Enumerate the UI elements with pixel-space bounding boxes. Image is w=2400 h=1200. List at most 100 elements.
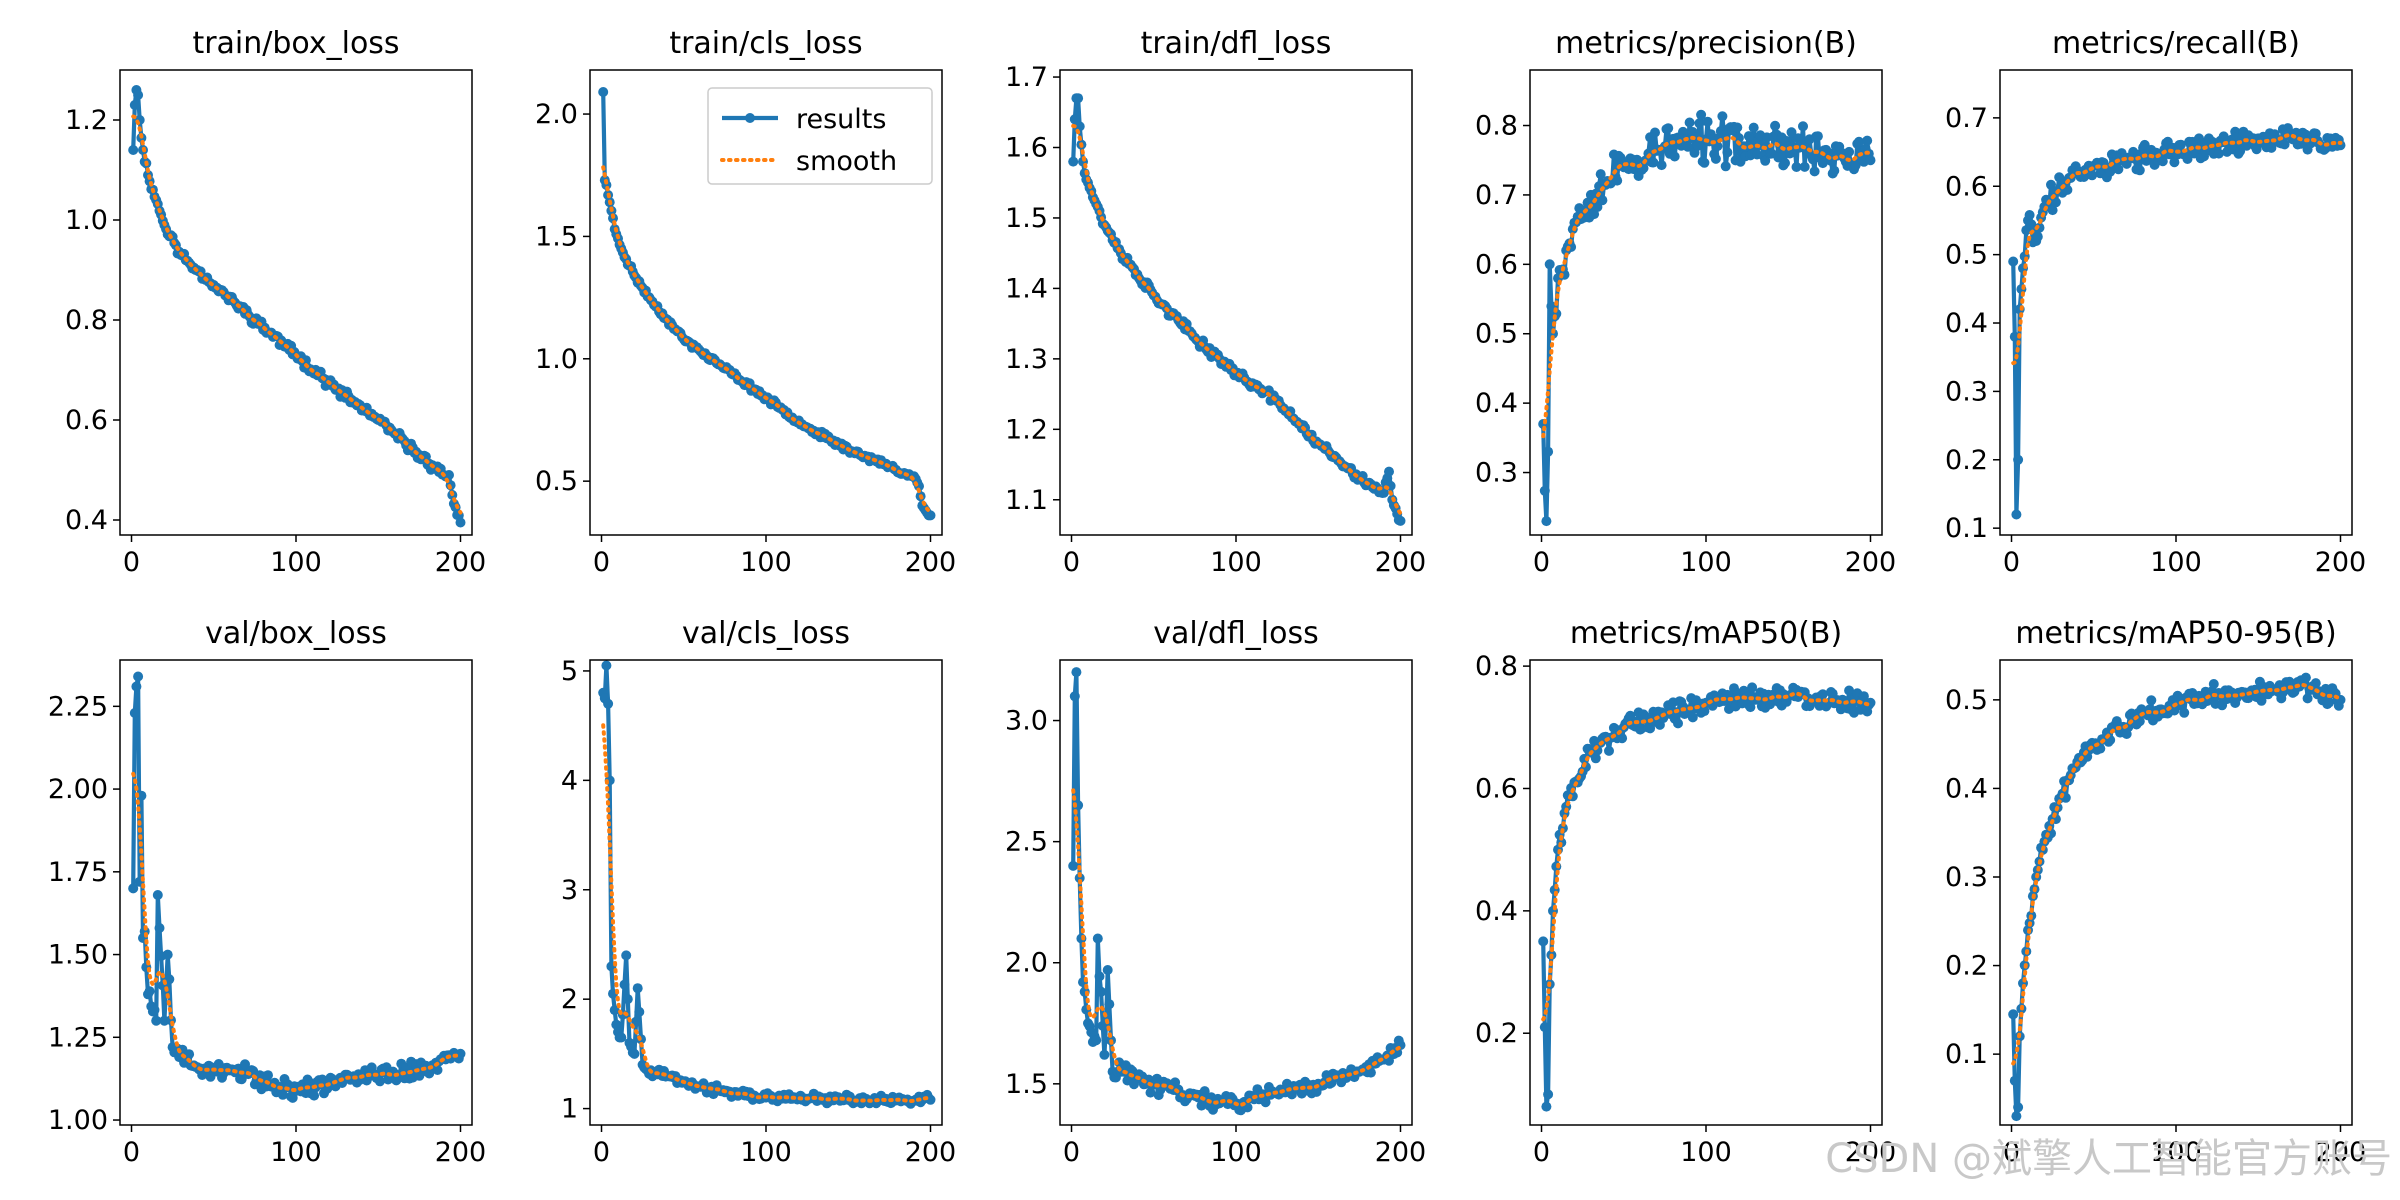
results-point (1071, 667, 1082, 678)
y-tick-label: 1.6 (1005, 133, 1048, 164)
y-tick-label: 3.0 (1005, 706, 1048, 737)
results-point (1543, 1089, 1554, 1100)
results-point (2013, 1102, 2024, 1113)
y-tick-label: 1 (561, 1094, 578, 1125)
results-point (2032, 231, 2043, 242)
y-tick-label: 0.7 (1475, 180, 1518, 211)
subplot-title: val/cls_loss (682, 616, 850, 651)
y-tick-label: 0.5 (1945, 685, 1988, 716)
results-point (455, 1048, 466, 1059)
subplot-train-box-loss: train/box_loss 0 100 200 0.4 0.6 0.8 1.0 1.2 (65, 26, 486, 578)
results-markers (128, 85, 466, 528)
y-tick-label: 1.75 (48, 857, 108, 888)
results-point (1791, 162, 1802, 172)
x-tick-label: 200 (2315, 1137, 2367, 1168)
y-tick-label: 2.0 (1005, 948, 1048, 979)
results-point (1102, 965, 1113, 975)
results-point (1091, 1035, 1102, 1046)
results-point (136, 790, 147, 801)
y-tick-label: 2 (561, 984, 578, 1015)
y-tick-label: 1.4 (1005, 273, 1048, 304)
results-point (287, 1092, 298, 1103)
results-point (1068, 860, 1079, 871)
x-tick-label: 200 (905, 547, 957, 578)
y-tick-label: 1.0 (65, 205, 108, 236)
results-point (1717, 111, 1728, 122)
results-point (184, 1049, 195, 1060)
results-point (2146, 695, 2157, 706)
watermark-text: CSDN @斌擎人工智能官方账号 (1825, 1136, 2392, 1182)
subplot-title: train/box_loss (192, 26, 399, 61)
y-tick-label: 0.7 (1945, 103, 1988, 134)
results-point (1539, 485, 1550, 496)
results-line (1541, 112, 1873, 524)
subplot-val-box-loss: val/box_loss 0 100 200 1.00 1.25 1.50 1.75 2.00 2… (48, 616, 486, 1168)
results-point (1538, 936, 1549, 947)
results-point (1631, 154, 1642, 165)
y-tick-label: 1.25 (48, 1022, 108, 1053)
results-markers (1068, 667, 1406, 1116)
y-tick-label: 0.4 (1475, 388, 1518, 419)
y-tick-label: 0.6 (65, 405, 108, 436)
y-tick-label: 1.7 (1005, 62, 1048, 93)
results-point (1699, 706, 1710, 717)
results-markers (128, 671, 466, 1103)
results-point (609, 1005, 620, 1016)
smooth-line (1541, 135, 1873, 439)
results-line (2011, 675, 2343, 1119)
y-tick-label: 1.00 (48, 1105, 108, 1136)
results-point (1682, 141, 1693, 152)
y-tick-label: 0.6 (1475, 773, 1518, 804)
legend-results-marker (745, 113, 755, 123)
results-point (2011, 509, 2022, 520)
results-point (152, 890, 163, 900)
results-point (455, 517, 466, 528)
axes-frame (1999, 659, 2353, 1126)
smooth-line (1071, 788, 1403, 1107)
results-point (2009, 331, 2020, 342)
results-markers (1538, 682, 1876, 1112)
y-tick-label: 2.0 (535, 99, 578, 130)
results-point (1699, 157, 1710, 168)
results-point (1696, 109, 1707, 120)
results-point (632, 983, 643, 994)
smooth-line (2011, 133, 2343, 366)
subplot-title: train/dfl_loss (1141, 26, 1332, 61)
y-tick-label: 2.5 (1005, 827, 1048, 858)
results-point (1862, 135, 1873, 146)
results-markers (1538, 109, 1876, 527)
results-point (151, 1015, 162, 1026)
axes-frame (1529, 659, 1883, 1126)
results-point (598, 87, 609, 97)
results-point (1068, 156, 1079, 167)
results-point (1663, 123, 1674, 134)
y-tick-label: 0.4 (1475, 896, 1518, 927)
y-tick-label: 0.3 (1945, 376, 1988, 407)
x-tick-label: 0 (1533, 547, 1550, 578)
results-point (1817, 158, 1828, 169)
x-tick-label: 200 (2315, 547, 2367, 578)
y-tick-label: 0.8 (1475, 111, 1518, 142)
results-point (1687, 712, 1698, 723)
results-point (240, 1059, 250, 1070)
results-line (601, 663, 932, 1106)
results-point (1786, 127, 1797, 138)
results-point (2182, 154, 2193, 164)
results-point (1733, 133, 1744, 143)
subplot-metrics-map50-95-b: metrics/mAP50-95(B) 0 100 200 0.1 0.2 0.3 0.4 0.… (1945, 616, 2366, 1168)
y-tick-label: 1.1 (1005, 485, 1048, 516)
results-point (2310, 678, 2321, 689)
results-point (622, 994, 633, 1005)
results-point (1817, 689, 1828, 700)
results-point (1541, 516, 1552, 527)
results-point (1684, 117, 1695, 128)
y-tick-label: 0.6 (1475, 249, 1518, 280)
legend-smooth-label: smooth (796, 146, 897, 177)
x-tick-label: 100 (1210, 547, 1262, 578)
y-tick-label: 5 (561, 656, 578, 687)
results-point (1673, 718, 1683, 729)
results-point (1743, 131, 1754, 142)
x-tick-label: 0 (1063, 1137, 1080, 1168)
results-point (263, 1070, 273, 1081)
